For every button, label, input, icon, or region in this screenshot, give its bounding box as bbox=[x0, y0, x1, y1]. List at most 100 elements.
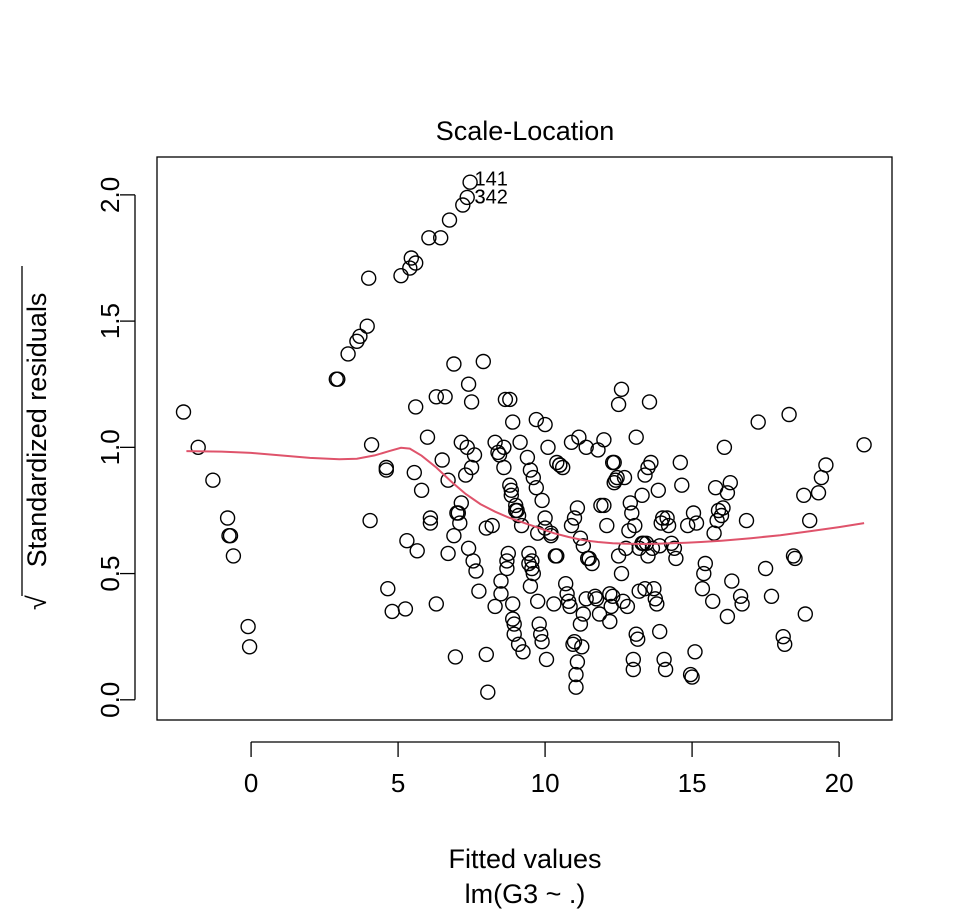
data-point bbox=[650, 482, 666, 498]
data-point bbox=[616, 469, 633, 486]
data-point bbox=[378, 462, 394, 478]
data-point bbox=[602, 586, 618, 602]
data-point bbox=[706, 525, 722, 541]
data-point bbox=[506, 616, 522, 632]
data-point bbox=[618, 540, 634, 556]
data-point bbox=[450, 505, 466, 521]
data-point bbox=[674, 477, 690, 493]
data-point bbox=[596, 432, 612, 448]
data-point bbox=[460, 540, 477, 556]
data-point bbox=[637, 581, 653, 597]
data-point bbox=[657, 661, 674, 678]
data-point bbox=[205, 472, 221, 488]
data-point bbox=[750, 414, 766, 430]
data-point bbox=[330, 371, 346, 387]
data-point bbox=[734, 596, 750, 612]
data-point bbox=[555, 459, 571, 476]
chart-title: Scale-Location bbox=[436, 116, 615, 146]
data-point bbox=[363, 437, 380, 453]
data-point bbox=[569, 654, 586, 670]
data-point bbox=[596, 497, 612, 514]
data-point bbox=[641, 394, 658, 410]
data-point bbox=[393, 268, 409, 284]
data-point bbox=[408, 255, 424, 271]
data-point bbox=[399, 533, 415, 549]
data-point bbox=[543, 528, 559, 544]
data-point bbox=[558, 576, 574, 592]
data-point bbox=[525, 469, 541, 486]
data-point bbox=[640, 548, 656, 564]
data-point bbox=[525, 565, 541, 582]
data-point bbox=[475, 353, 491, 370]
data-point bbox=[787, 550, 803, 567]
data-point bbox=[540, 439, 556, 455]
data-point bbox=[240, 618, 256, 635]
data-point bbox=[660, 517, 677, 534]
data-point bbox=[505, 414, 521, 430]
data-point bbox=[575, 606, 591, 622]
data-point bbox=[534, 492, 550, 509]
data-point bbox=[578, 591, 594, 607]
data-point bbox=[359, 318, 375, 334]
data-point bbox=[513, 517, 530, 534]
data-point bbox=[471, 583, 487, 599]
data-point bbox=[505, 596, 521, 612]
data-point bbox=[493, 586, 509, 602]
data-point bbox=[613, 381, 630, 397]
data-point bbox=[455, 197, 471, 213]
plot-frame bbox=[156, 156, 893, 721]
data-point bbox=[512, 434, 528, 450]
data-point bbox=[649, 596, 665, 612]
data-point bbox=[684, 669, 700, 685]
data-point bbox=[796, 487, 812, 503]
data-point bbox=[668, 550, 684, 567]
data-point bbox=[380, 581, 396, 597]
data-point bbox=[563, 517, 580, 534]
x-axis: 0 5 10 15 20 bbox=[244, 741, 854, 798]
data-point bbox=[524, 553, 540, 569]
data-point bbox=[605, 588, 621, 604]
data-point bbox=[697, 555, 713, 572]
data-point bbox=[459, 189, 475, 206]
data-point bbox=[549, 548, 565, 564]
data-point bbox=[722, 475, 738, 491]
data-point bbox=[802, 512, 818, 529]
data-point bbox=[340, 346, 356, 362]
data-point bbox=[219, 510, 236, 526]
data-point bbox=[856, 437, 872, 453]
data-point bbox=[519, 449, 536, 466]
data-point bbox=[719, 485, 736, 501]
data-point bbox=[578, 439, 594, 455]
data-point bbox=[656, 651, 672, 668]
data-point bbox=[694, 581, 711, 597]
data-point bbox=[637, 467, 653, 483]
data-point bbox=[696, 565, 712, 582]
data-point bbox=[688, 515, 705, 531]
data-point bbox=[624, 505, 640, 521]
data-point bbox=[571, 429, 587, 445]
data-point bbox=[715, 500, 731, 516]
x-tick-label: 20 bbox=[825, 768, 854, 798]
data-point bbox=[413, 482, 430, 498]
data-point bbox=[397, 601, 414, 617]
data-point bbox=[419, 429, 436, 445]
data-point bbox=[619, 598, 636, 615]
data-point bbox=[422, 515, 439, 531]
data-point bbox=[593, 497, 609, 514]
data-point bbox=[434, 452, 450, 468]
data-point bbox=[446, 356, 462, 372]
data-point bbox=[568, 666, 584, 683]
x-tick-label: 15 bbox=[678, 768, 707, 798]
data-point bbox=[810, 485, 827, 501]
data-point bbox=[640, 459, 656, 476]
data-points bbox=[175, 174, 872, 700]
data-point bbox=[591, 606, 608, 622]
data-point bbox=[440, 545, 456, 562]
data-point bbox=[643, 454, 659, 471]
data-point bbox=[628, 429, 644, 445]
data-point bbox=[521, 545, 537, 562]
data-point bbox=[584, 555, 600, 572]
data-point bbox=[466, 447, 483, 463]
data-point bbox=[613, 565, 630, 582]
